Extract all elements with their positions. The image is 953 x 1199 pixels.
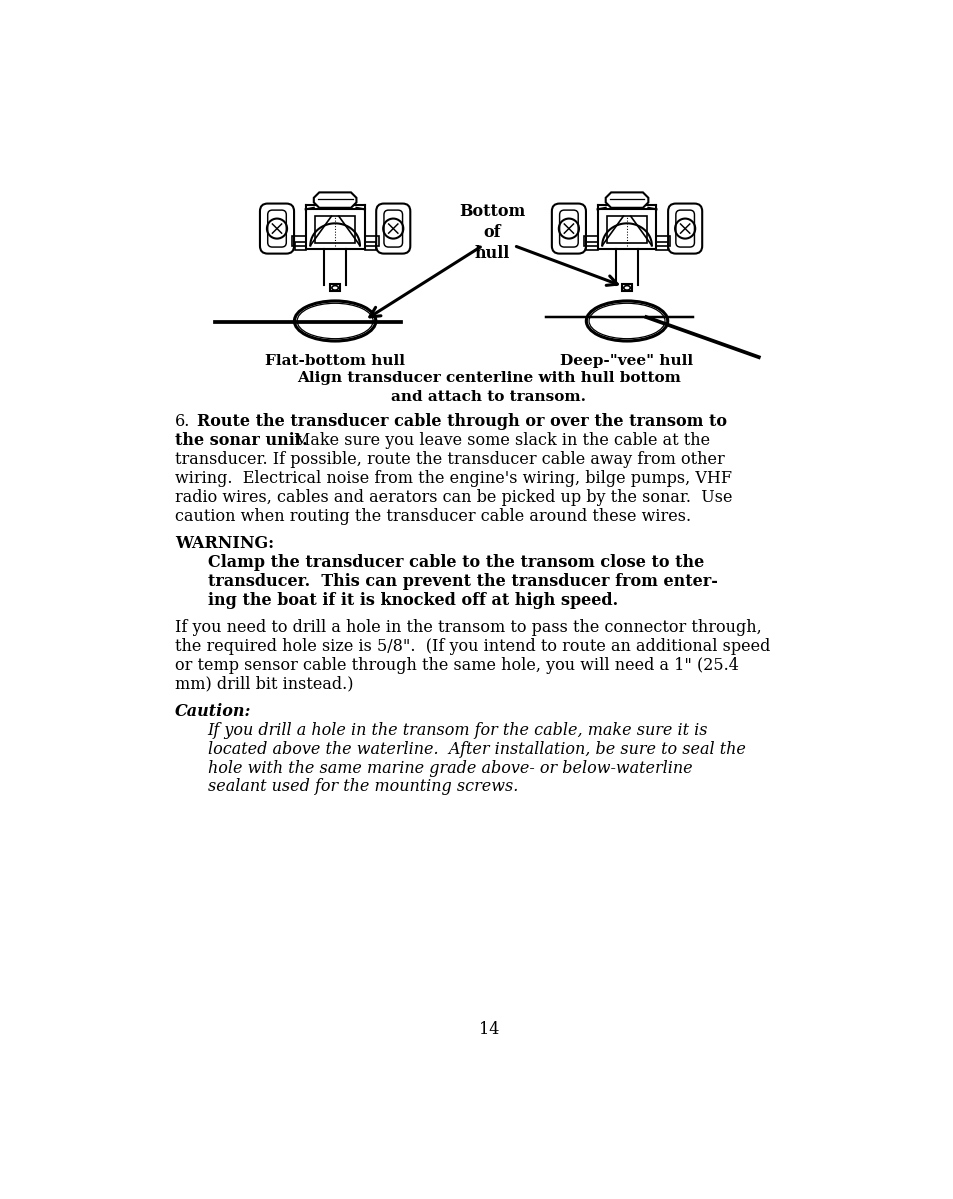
Bar: [656, 235, 670, 246]
Text: located above the waterline.  After installation, be sure to seal the: located above the waterline. After insta…: [208, 741, 744, 758]
Text: transducer. If possible, route the transducer cable away from other: transducer. If possible, route the trans…: [174, 451, 724, 468]
Text: Clamp the transducer cable to the transom close to the: Clamp the transducer cable to the transo…: [208, 554, 703, 571]
Text: mm) drill bit instead.): mm) drill bit instead.): [174, 675, 354, 693]
Bar: [656, 242, 667, 251]
Bar: [314, 216, 355, 243]
Text: the sonar unit.: the sonar unit.: [174, 433, 308, 450]
Text: ing the boat if it is knocked off at high speed.: ing the boat if it is knocked off at hig…: [208, 591, 618, 609]
Bar: [583, 235, 597, 246]
Bar: [364, 235, 378, 246]
Text: sealant used for the mounting screws.: sealant used for the mounting screws.: [208, 778, 517, 795]
Bar: [606, 216, 646, 243]
Text: 6.: 6.: [174, 414, 191, 430]
Text: radio wires, cables and aerators can be picked up by the sonar.  Use: radio wires, cables and aerators can be …: [174, 489, 732, 506]
Bar: [364, 242, 375, 251]
Text: or temp sensor cable through the same hole, you will need a 1" (25.4: or temp sensor cable through the same ho…: [174, 657, 739, 674]
Bar: [586, 242, 597, 251]
Text: Deep-"vee" hull: Deep-"vee" hull: [559, 354, 693, 368]
Text: caution when routing the transducer cable around these wires.: caution when routing the transducer cabl…: [174, 507, 691, 525]
Bar: [292, 235, 305, 246]
Text: Route the transducer cable through or over the transom to: Route the transducer cable through or ov…: [196, 414, 726, 430]
Text: Align transducer centerline with hull bottom: Align transducer centerline with hull bo…: [296, 372, 680, 385]
Text: and attach to transom.: and attach to transom.: [391, 391, 586, 404]
Text: Caution:: Caution:: [174, 703, 252, 719]
Bar: [621, 284, 631, 291]
Text: hole with the same marine grade above- or below-waterline: hole with the same marine grade above- o…: [208, 759, 692, 777]
Text: WARNING:: WARNING:: [174, 535, 274, 552]
Text: Make sure you leave some slack in the cable at the: Make sure you leave some slack in the ca…: [294, 433, 709, 450]
Bar: [294, 242, 305, 251]
Text: Flat-bottom hull: Flat-bottom hull: [265, 354, 405, 368]
Bar: [597, 210, 656, 249]
Bar: [330, 284, 339, 291]
Text: If you need to drill a hole in the transom to pass the connector through,: If you need to drill a hole in the trans…: [174, 619, 761, 635]
Text: If you drill a hole in the transom for the cable, make sure it is: If you drill a hole in the transom for t…: [208, 722, 707, 739]
Text: Bottom
of
hull: Bottom of hull: [458, 203, 525, 261]
Text: 14: 14: [478, 1020, 498, 1038]
Text: transducer.  This can prevent the transducer from enter-: transducer. This can prevent the transdu…: [208, 573, 717, 590]
Text: the required hole size is 5/8".  (If you intend to route an additional speed: the required hole size is 5/8". (If you …: [174, 638, 770, 655]
Text: wiring.  Electrical noise from the engine's wiring, bilge pumps, VHF: wiring. Electrical noise from the engine…: [174, 470, 731, 487]
Bar: [305, 210, 364, 249]
